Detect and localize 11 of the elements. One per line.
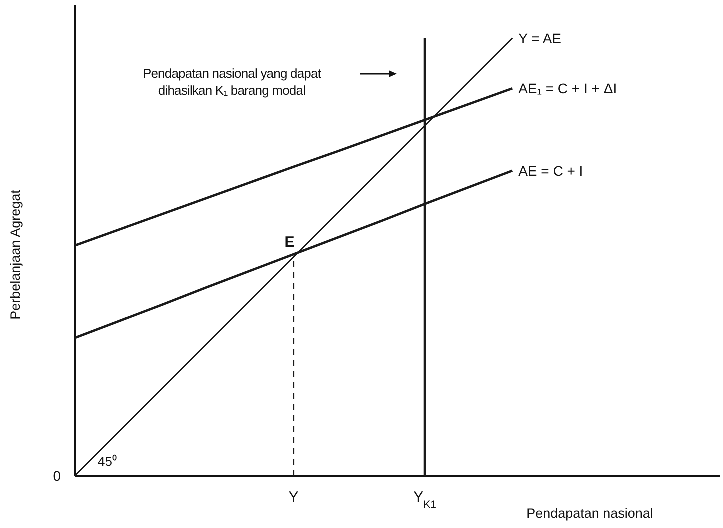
y-axis-title: Perbelanjaan Agregat <box>8 190 23 320</box>
x-tick-label: Y$_{K1}$ <box>414 489 437 511</box>
x-tick-label: Y <box>288 489 299 506</box>
series-label: Y = AE <box>518 30 562 46</box>
annotation: Pendapatan nasional yang dapat dihasilkan K₁ barang modal <box>142 66 322 98</box>
annotation: E <box>284 234 295 252</box>
series-label: AE₁ = C + I + ΔI <box>518 80 618 97</box>
text: 0 <box>53 468 62 484</box>
annotation: 45⁰ <box>98 454 118 469</box>
x-axis-title: Pendapatan nasional <box>526 506 654 521</box>
series-label: AE = C + I <box>518 162 584 179</box>
